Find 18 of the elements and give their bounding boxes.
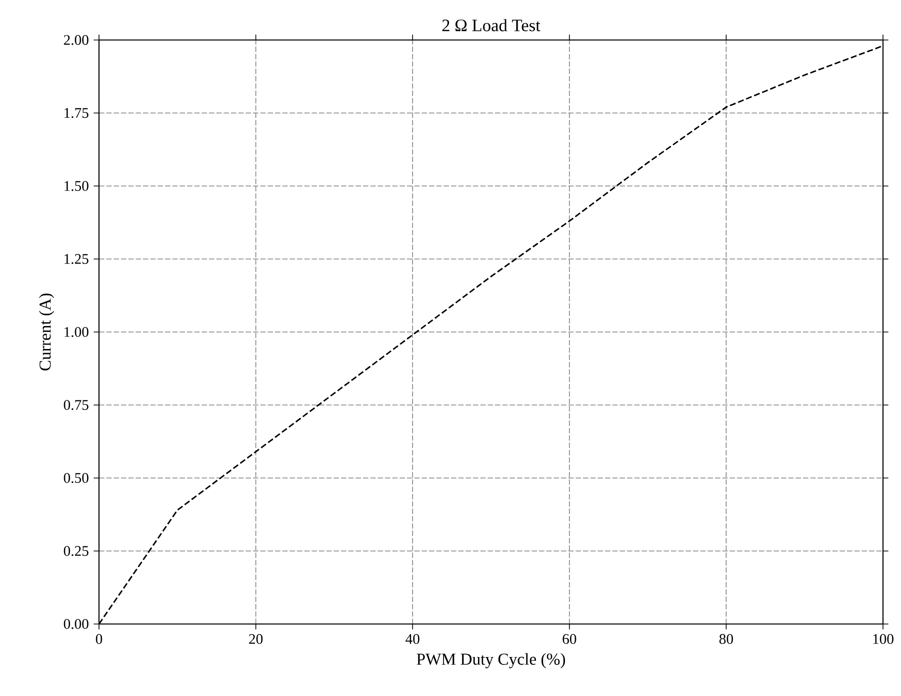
y-tick-label: 0.00 [64,619,88,629]
x-tick-label: 80 [719,634,733,644]
x-axis-title: PWM Duty Cycle (%) [416,653,565,668]
y-tick-label: 1.25 [64,254,88,264]
y-tick-label: 0.25 [64,546,88,556]
x-tick-label: 40 [406,634,420,644]
y-tick-label: 2.00 [64,35,88,45]
y-tick-label: 0.50 [64,473,88,483]
chart-title: 2 Ω Load Test [442,19,540,32]
x-tick-label: 60 [562,634,576,644]
y-tick-label: 1.00 [64,327,88,337]
x-tick-label: 20 [249,634,263,644]
y-axis-title: Current (A) [39,294,54,370]
x-tick-label: 100 [873,634,894,644]
y-tick-label: 1.75 [64,108,88,118]
y-tick-label: 1.50 [64,181,88,191]
y-tick-label: 0.75 [64,400,88,410]
x-tick-label: 0 [96,634,102,644]
